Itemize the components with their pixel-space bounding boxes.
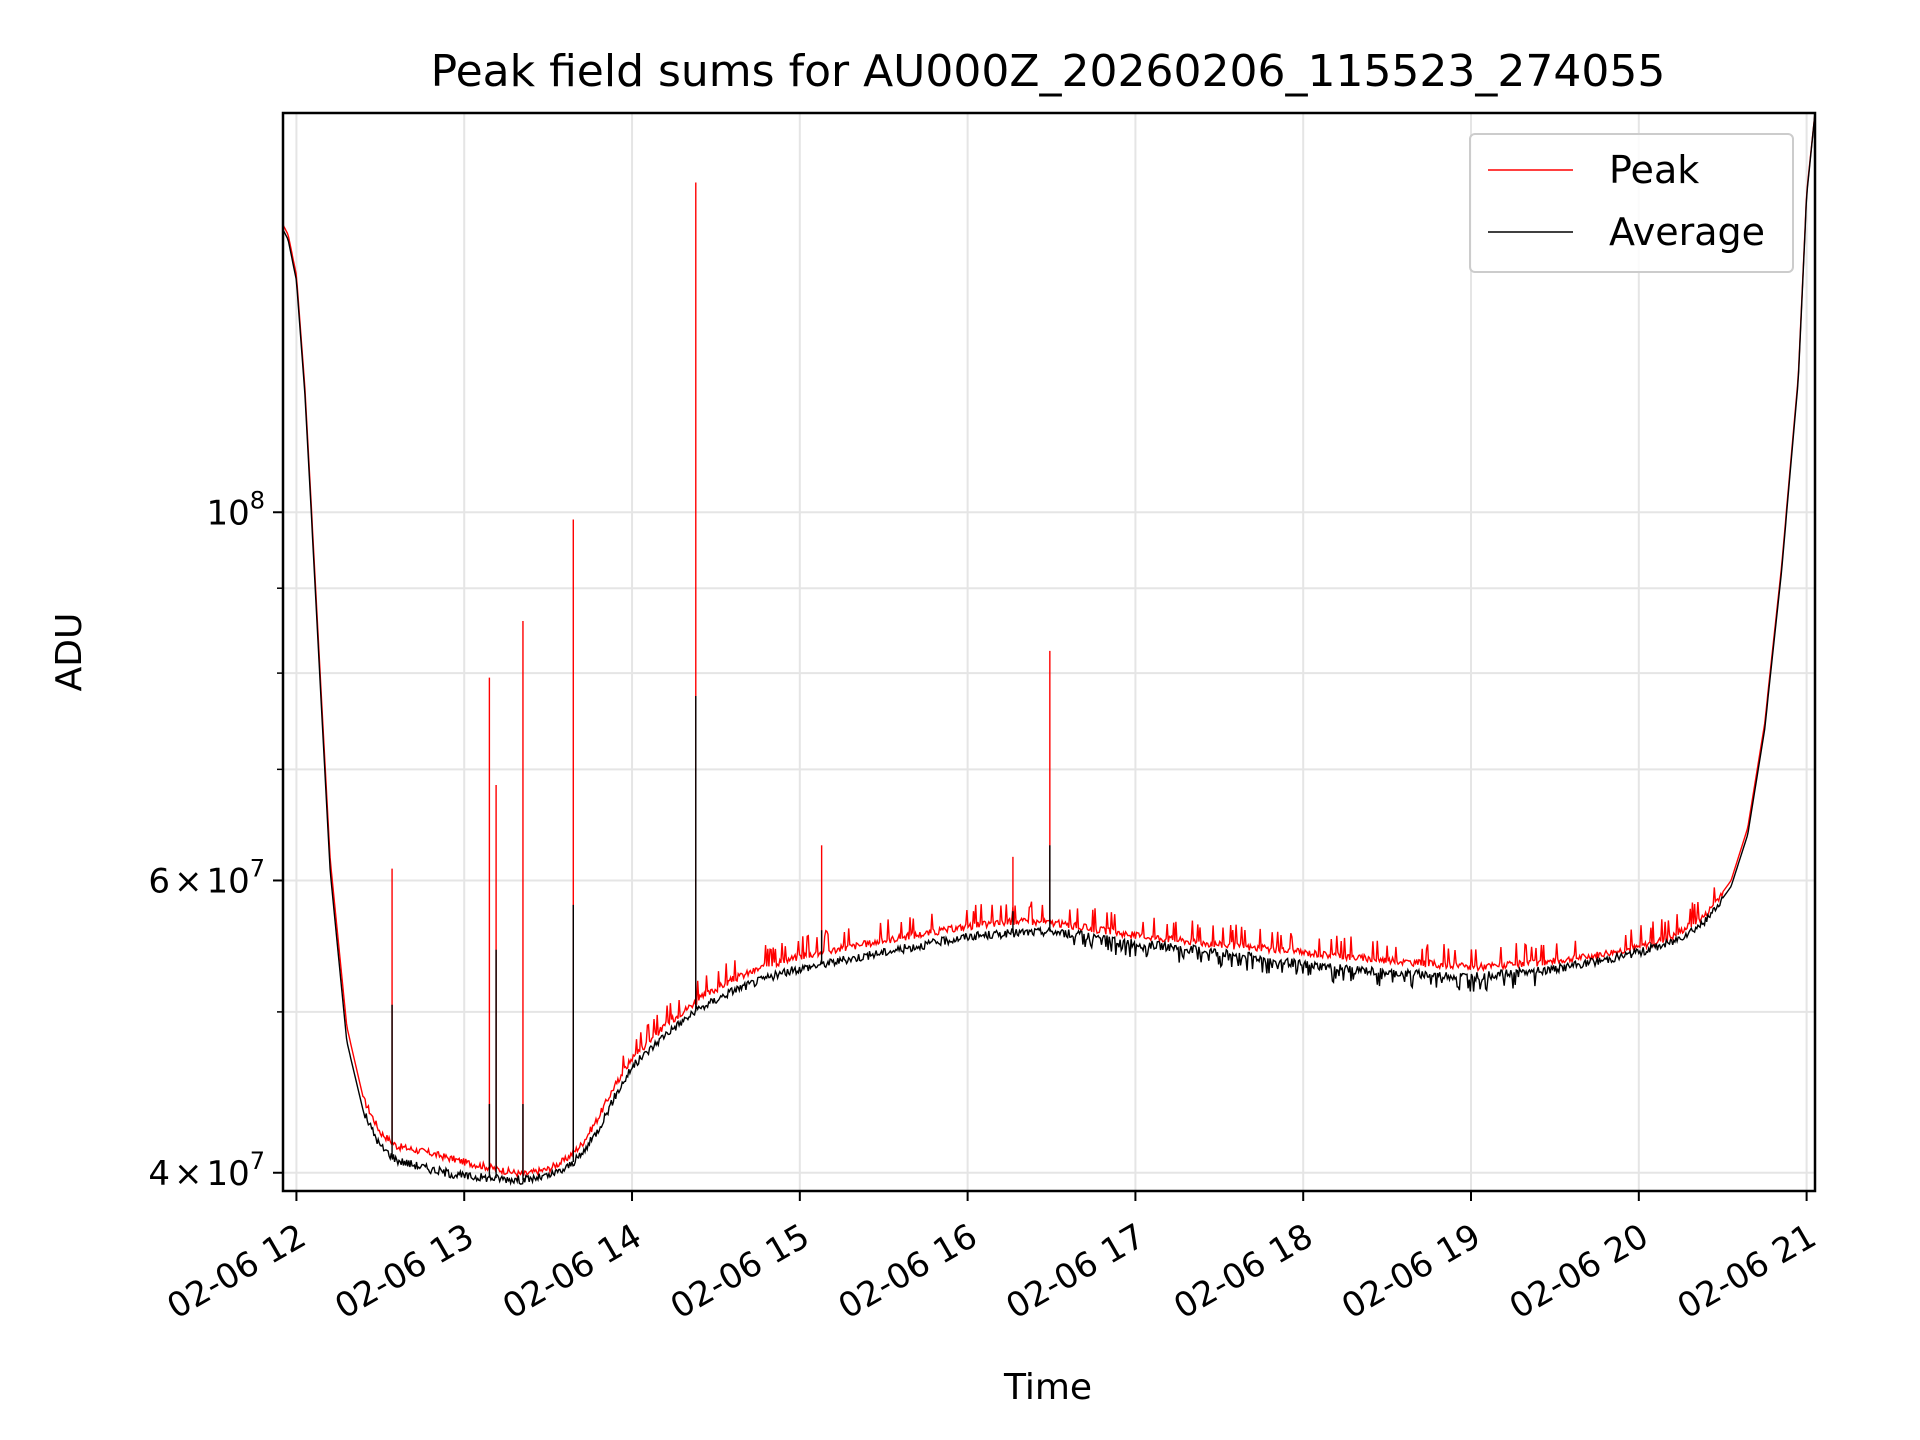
legend-average-label: Average (1609, 210, 1765, 254)
grid (283, 113, 1815, 1191)
y-tick-label: 108 (206, 486, 265, 533)
y-tick-exponent: 8 (250, 486, 265, 514)
series-layer (282, 112, 1816, 1186)
y-tick-base: 6 (148, 861, 170, 901)
legend: Peak Average (1469, 133, 1794, 273)
y-axis-ticks: 4 × 107 6 × 107 108 (148, 486, 283, 1194)
plot-frame (281, 111, 1817, 1193)
y-tick-label: 6 × 107 (148, 854, 265, 901)
series-line-average (282, 112, 1816, 1186)
legend-peak-label: Peak (1609, 148, 1699, 192)
series-line-peak (282, 112, 1816, 1179)
y-tick-label: 4 × 107 (148, 1147, 265, 1194)
y-tick-base: 10 (206, 493, 249, 533)
chart-title: Peak field sums for AU000Z_20260206_1155… (431, 46, 1666, 97)
y-tick-base: 4 (148, 1154, 170, 1194)
y-tick-exponent: 7 (250, 854, 265, 882)
x-axis-label: Time (1003, 1367, 1092, 1408)
y-axis-label: ADU (49, 613, 90, 692)
legend-box (1469, 133, 1794, 273)
y-tick-exponent: 7 (250, 1147, 265, 1175)
